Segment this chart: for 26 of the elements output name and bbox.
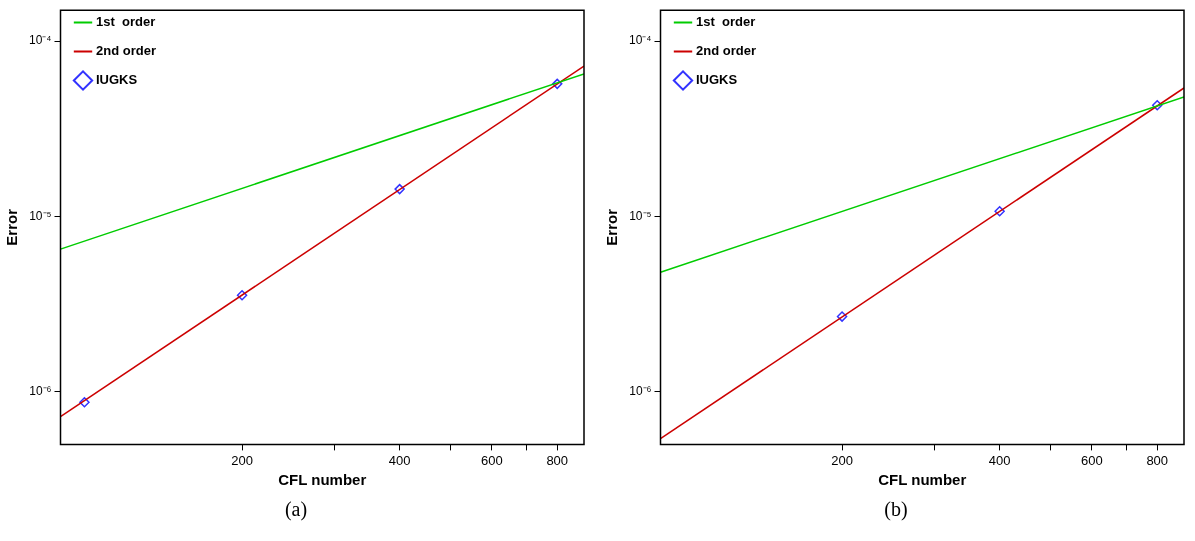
- x-tick-label: 400: [388, 452, 411, 468]
- x-tick-label: 200: [231, 452, 253, 468]
- x-axis-title: CFL number: [278, 471, 367, 489]
- text: (a): [284, 498, 308, 521]
- y-tick-label: 10⁻⁵: [29, 208, 52, 223]
- y-tick-label: 10⁻⁵: [629, 208, 652, 223]
- x-tick-label: 600: [1080, 452, 1103, 468]
- x-tick-label: 200: [831, 452, 853, 468]
- x-tick-label: 400: [988, 452, 1011, 468]
- y-tick-label: 10⁻⁴: [628, 33, 652, 48]
- legend-label: 1st order: [96, 14, 156, 30]
- x-tick-label: 800: [1146, 452, 1169, 468]
- x-tick-label: 600: [480, 452, 503, 468]
- x-tick-label: 800: [546, 452, 569, 468]
- legend-label: 2nd order: [96, 43, 156, 59]
- x-axis-title: CFL number: [878, 471, 967, 489]
- legend-label: 2nd order: [696, 43, 756, 59]
- y-tick-label: 10⁻⁶: [29, 383, 52, 398]
- y-axis-title: Error: [603, 208, 621, 246]
- text: (b): [884, 498, 908, 521]
- y-tick-label: 10⁻⁶: [629, 383, 652, 398]
- y-tick-label: 10⁻⁴: [28, 33, 52, 48]
- y-axis-title: Error: [3, 208, 21, 246]
- legend-label: 1st order: [696, 14, 756, 30]
- legend-label: IUGKS: [696, 72, 738, 88]
- legend-label: IUGKS: [96, 72, 138, 88]
